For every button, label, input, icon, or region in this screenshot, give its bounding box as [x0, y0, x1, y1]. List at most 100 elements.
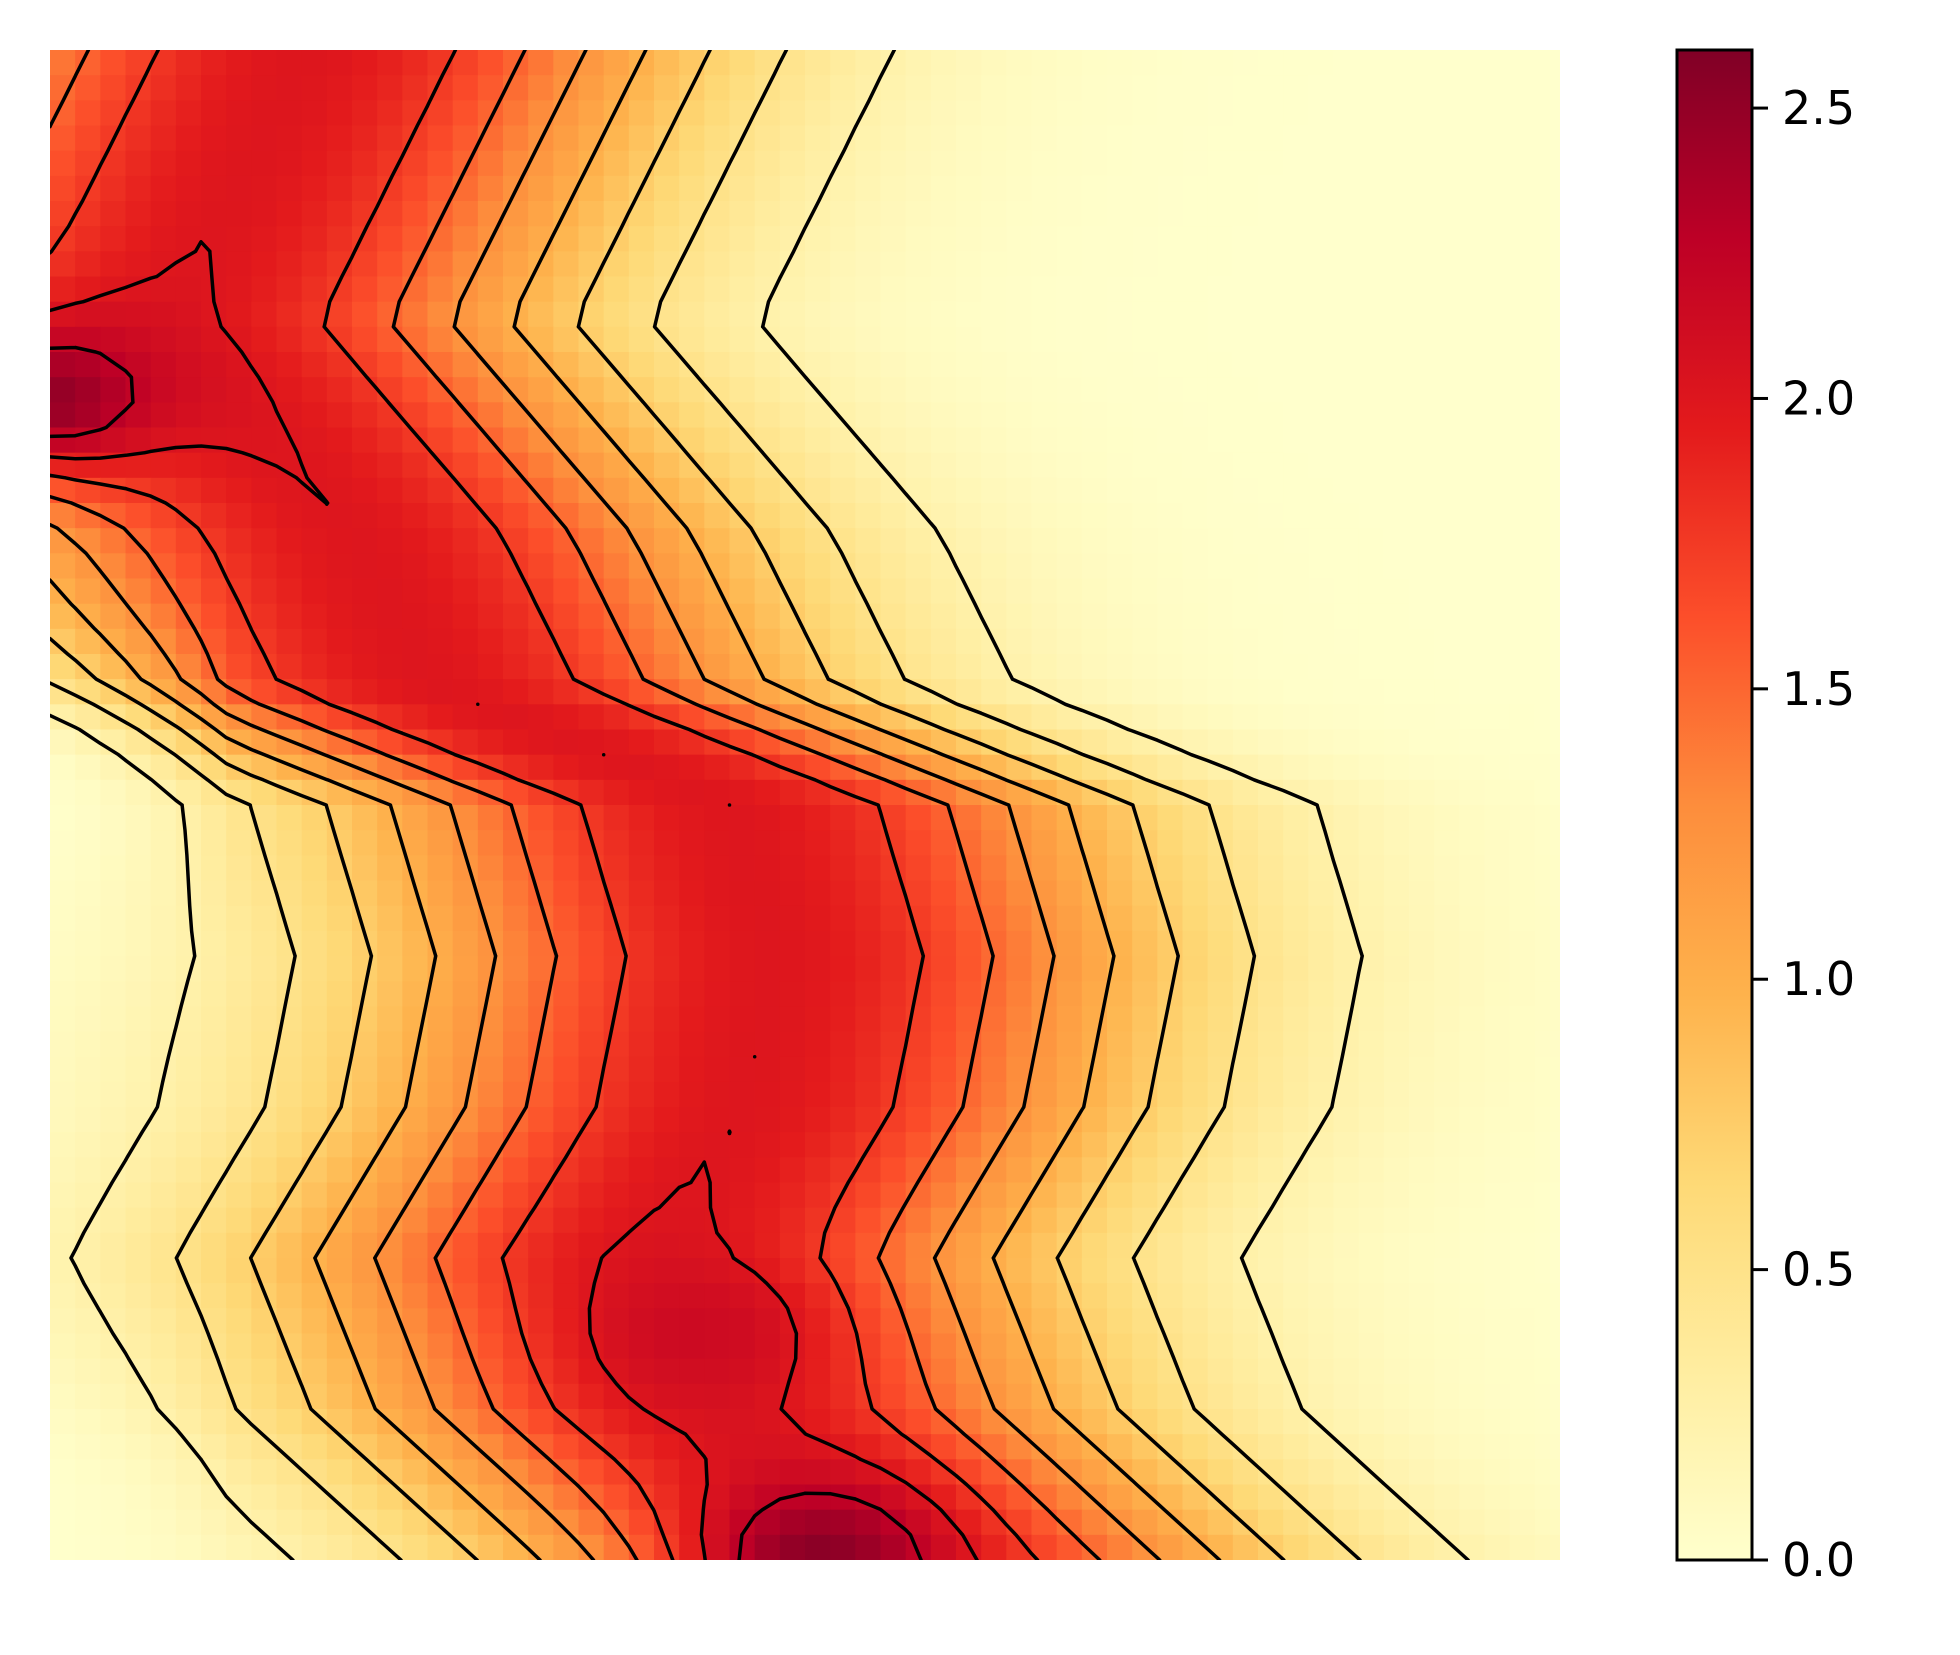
heatmap-cell	[830, 201, 857, 227]
heatmap-cell	[679, 276, 706, 303]
heatmap-cell	[1459, 779, 1486, 806]
heatmap-cell	[1107, 125, 1133, 152]
heatmap-cell	[1157, 427, 1184, 454]
heatmap-cell	[1031, 50, 1058, 76]
heatmap-cell	[1333, 654, 1360, 680]
heatmap-cell	[150, 150, 177, 177]
heatmap-cell	[1132, 1207, 1159, 1234]
heatmap-cell	[930, 427, 957, 454]
heatmap-cell	[1434, 830, 1461, 857]
heatmap-cell	[1283, 1232, 1310, 1259]
heatmap-cell	[603, 352, 630, 378]
heatmap-cell	[805, 175, 831, 202]
heatmap-cell	[100, 377, 127, 404]
heatmap-cell	[1132, 956, 1159, 982]
heatmap-cell	[704, 1509, 731, 1536]
heatmap-cell	[1283, 855, 1310, 882]
heatmap-cell	[729, 1283, 756, 1310]
heatmap-cell	[75, 704, 102, 731]
heatmap-cell	[930, 452, 957, 479]
heatmap-cell	[930, 578, 957, 605]
heatmap-cell	[729, 1434, 756, 1461]
heatmap-cell	[1107, 1283, 1133, 1310]
heatmap-cell	[1182, 930, 1209, 957]
heatmap-cell	[301, 1434, 328, 1461]
heatmap-cell	[1459, 528, 1486, 555]
heatmap-cell	[452, 981, 479, 1008]
heatmap-cell	[1308, 1409, 1335, 1435]
heatmap-cell	[1308, 427, 1335, 454]
heatmap-cell	[1409, 1031, 1435, 1058]
heatmap-cell	[1484, 1484, 1511, 1511]
heatmap-cell	[754, 1258, 781, 1284]
heatmap-cell	[679, 603, 706, 630]
heatmap-cell	[603, 276, 630, 303]
heatmap-cell	[175, 1056, 202, 1083]
heatmap-cell	[1459, 729, 1486, 756]
heatmap-cell	[1182, 251, 1209, 278]
heatmap-cell	[452, 704, 479, 731]
heatmap-cell	[1006, 956, 1033, 982]
heatmap-cell	[704, 1182, 731, 1209]
heatmap-cell	[1509, 1132, 1536, 1159]
heatmap-cell	[75, 905, 102, 932]
heatmap-cell	[930, 628, 957, 655]
colorbar-tick-label: 1.0	[1782, 952, 1855, 1006]
heatmap-cell	[503, 1081, 529, 1108]
heatmap-cell	[729, 251, 756, 278]
heatmap-cell	[981, 1358, 1008, 1385]
heatmap-cell	[1258, 1358, 1284, 1385]
heatmap-cell	[1484, 150, 1511, 177]
heatmap-cell	[779, 402, 806, 429]
heatmap-cell	[1484, 830, 1511, 857]
heatmap-cell	[1182, 855, 1209, 882]
heatmap-cell	[1132, 503, 1159, 529]
heatmap-cell	[628, 1031, 655, 1058]
heatmap-cell	[855, 150, 882, 177]
heatmap-cell	[402, 1283, 429, 1310]
heatmap-cell	[1232, 276, 1259, 303]
heatmap-cell	[603, 729, 630, 756]
heatmap-cell	[1157, 251, 1184, 278]
heatmap-cell	[805, 75, 831, 102]
heatmap-cell	[1258, 603, 1284, 630]
heatmap-cell	[427, 201, 454, 227]
heatmap-cell	[1409, 1157, 1435, 1184]
heatmap-cell	[956, 956, 982, 982]
heatmap-cell	[1434, 150, 1461, 177]
heatmap-cell	[779, 956, 806, 982]
heatmap-cell	[1308, 125, 1335, 152]
heatmap-cell	[100, 528, 127, 555]
heatmap-cell	[1207, 1358, 1234, 1385]
heatmap-cell	[75, 779, 102, 806]
heatmap-cell	[352, 150, 378, 177]
heatmap-cell	[75, 1056, 102, 1083]
heatmap-cell	[654, 1484, 680, 1511]
heatmap-cell	[1509, 125, 1536, 152]
heatmap-cell	[326, 452, 353, 479]
heatmap-cell	[1006, 402, 1033, 429]
heatmap-cell	[1434, 628, 1461, 655]
heatmap-cell	[905, 1232, 932, 1259]
heatmap-cell	[1358, 201, 1385, 227]
heatmap-cell	[1157, 276, 1184, 303]
heatmap-cell	[427, 1484, 454, 1511]
heatmap-cell	[1509, 679, 1536, 706]
heatmap-cell	[150, 830, 177, 857]
heatmap-cell	[477, 301, 504, 328]
heatmap-cell	[175, 377, 202, 404]
heatmap-cell	[1258, 830, 1284, 857]
heatmap-cell	[125, 981, 152, 1008]
heatmap-cell	[779, 553, 806, 580]
heatmap-cell	[1107, 276, 1133, 303]
heatmap-cell	[603, 50, 630, 76]
heatmap-cell	[175, 201, 202, 227]
heatmap-cell	[326, 326, 353, 353]
heatmap-cell	[1207, 276, 1234, 303]
heatmap-cell	[754, 1459, 781, 1486]
heatmap-cell	[553, 1031, 580, 1058]
heatmap-cell	[805, 1056, 831, 1083]
heatmap-cell	[628, 603, 655, 630]
heatmap-cell	[1383, 1409, 1410, 1435]
heatmap-cell	[855, 1056, 882, 1083]
